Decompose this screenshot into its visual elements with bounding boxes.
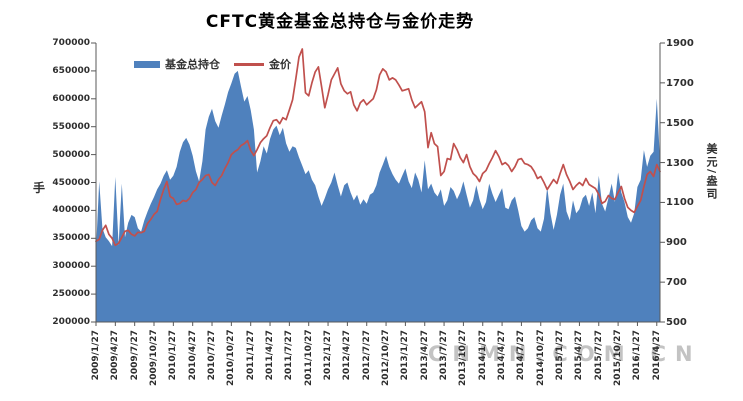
x-axis-tick-label: 2014/1/27 xyxy=(477,330,488,381)
x-axis-tick-label: 2011/1/27 xyxy=(245,330,256,381)
legend-item-price: 金价 xyxy=(234,56,291,72)
x-axis-tick-label: 2015/10/27 xyxy=(613,329,624,386)
x-axis-tick-label: 2012/7/27 xyxy=(361,330,372,381)
x-axis-tick-label: 2010/7/27 xyxy=(207,330,218,381)
right-axis-tick-label: 1500 xyxy=(666,117,694,129)
x-axis-tick-label: 2010/10/27 xyxy=(226,329,237,386)
x-axis-tick-label: 2016/4/27 xyxy=(651,330,662,381)
legend-label-holdings: 基金总持仓 xyxy=(165,58,220,71)
x-axis-tick-label: 2013/1/27 xyxy=(400,330,411,381)
right-axis-tick-label: 1100 xyxy=(666,197,694,209)
x-axis-tick-label: 2013/4/27 xyxy=(419,330,430,381)
x-axis-tick-label: 2011/10/27 xyxy=(303,329,314,386)
x-axis-tick-label: 2010/1/27 xyxy=(168,330,179,381)
left-axis-tick-label: 550000 xyxy=(52,121,90,132)
x-axis-tick-label: 2009/4/27 xyxy=(110,330,121,381)
left-axis-tick-label: 400000 xyxy=(52,205,90,216)
legend: 基金总持仓 金价 xyxy=(134,56,291,72)
right-axis-tick-label: 900 xyxy=(666,237,687,249)
x-axis-tick-label: 2011/4/27 xyxy=(265,330,276,381)
x-axis-tick-label: 2009/1/27 xyxy=(91,330,101,381)
x-axis-tick-label: 2013/7/27 xyxy=(439,330,450,381)
chart-canvas xyxy=(91,42,665,326)
x-axis-tick-label: 2009/7/27 xyxy=(129,330,140,381)
x-axis-tick-label: 2015/1/27 xyxy=(555,330,566,381)
legend-item-holdings: 基金总持仓 xyxy=(134,56,220,72)
x-axis-tick-label: 2012/10/27 xyxy=(381,329,392,386)
left-axis-unit-label: 手 xyxy=(33,181,46,195)
x-axis-tick-label: 2016/1/27 xyxy=(632,330,643,381)
x-axis-tick-label: 2014/10/27 xyxy=(535,329,546,386)
left-axis-tick-label: 500000 xyxy=(52,149,90,160)
x-axis-tick-label: 2010/4/27 xyxy=(187,330,198,381)
watermark: CNMN.COM.CN xyxy=(428,342,702,366)
right-axis-tick-label: 1900 xyxy=(666,38,694,49)
gold-price-line-series xyxy=(95,48,661,247)
x-axis-tick-label: 2009/10/27 xyxy=(149,329,159,386)
right-axis-tick-label: 500 xyxy=(666,317,687,328)
right-axis-tick-label: 700 xyxy=(666,277,687,289)
right-axis-tick-label: 1300 xyxy=(666,157,694,169)
left-axis-tick-label: 700000 xyxy=(52,38,90,48)
left-axis-tick-label: 200000 xyxy=(52,317,90,327)
x-axis-tick-label: 2012/4/27 xyxy=(342,330,353,381)
left-axis-tick-label: 350000 xyxy=(52,233,90,244)
x-axis-tick-label: 2015/4/27 xyxy=(574,330,585,381)
x-axis-tick-label: 2011/7/27 xyxy=(284,330,295,381)
price-line-swatch-icon xyxy=(234,62,264,66)
legend-label-price: 金价 xyxy=(269,58,291,71)
left-axis-tick-label: 300000 xyxy=(52,261,90,272)
holdings-area-series xyxy=(96,70,660,323)
x-axis-tick-label: 2013/10/27 xyxy=(458,329,469,386)
chart-title: CFTC黄金基金总持仓与金价走势 xyxy=(205,12,475,32)
right-axis-tick-label: 1700 xyxy=(666,77,694,89)
left-axis-tick-label: 650000 xyxy=(52,65,90,76)
right-axis-unit-label: 美元/盎司 xyxy=(705,143,718,202)
holdings-area-swatch-icon xyxy=(134,60,160,68)
x-axis-tick-label: 2014/7/27 xyxy=(516,330,527,381)
x-axis-tick-label: 2012/1/27 xyxy=(323,330,334,381)
x-axis-tick-label: 2015/7/27 xyxy=(593,330,604,381)
left-axis-tick-label: 250000 xyxy=(52,289,90,300)
left-axis-tick-label: 450000 xyxy=(52,177,90,188)
x-axis-tick-label: 2014/4/27 xyxy=(497,330,508,381)
left-axis-tick-label: 600000 xyxy=(52,93,90,104)
